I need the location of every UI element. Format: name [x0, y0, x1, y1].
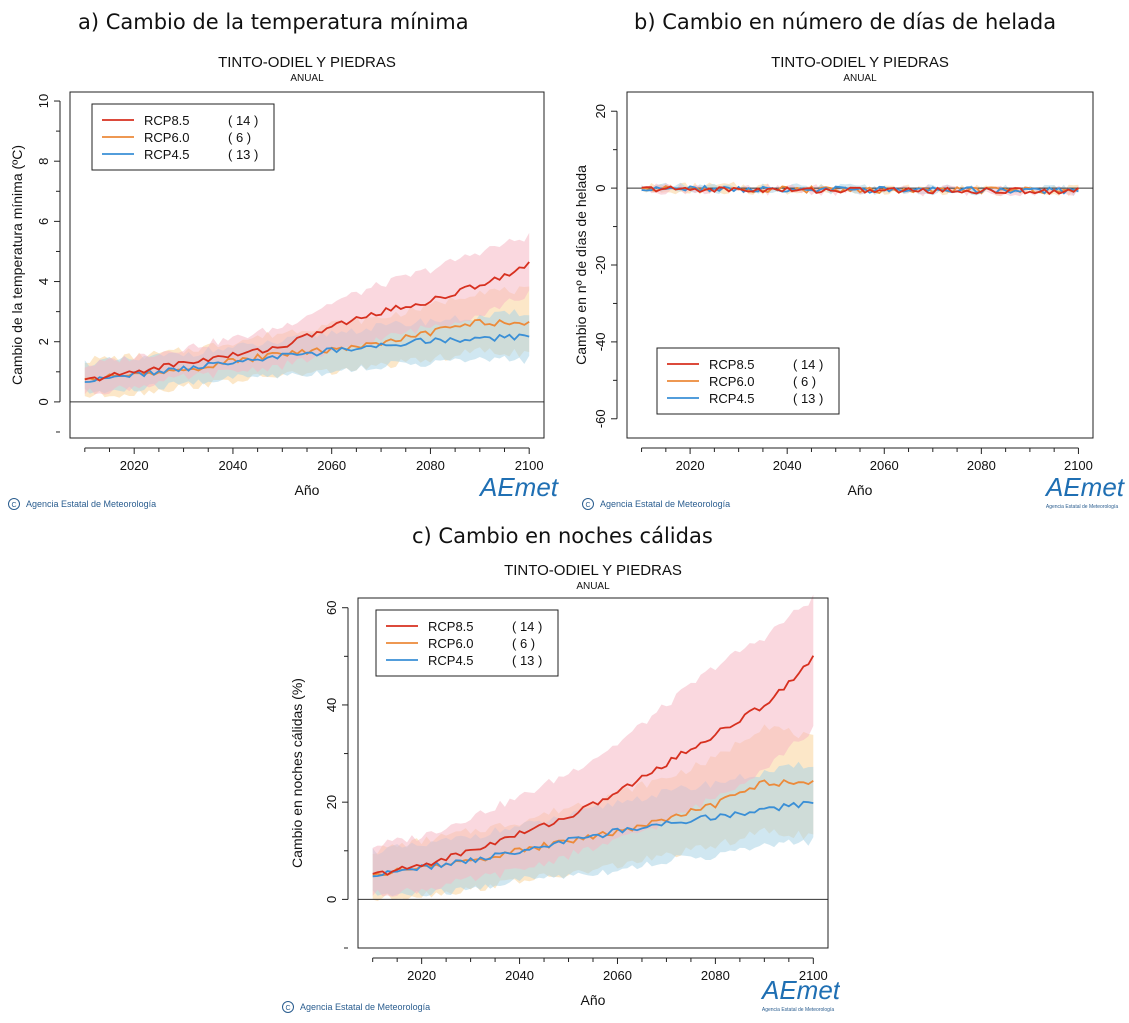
y-tick-label: 0 — [36, 398, 51, 405]
band-rcp85 — [84, 232, 530, 395]
panel-a-heading: a) Cambio de la temperatura mínima — [78, 10, 469, 34]
y-tick-label: 0 — [593, 184, 608, 191]
copyright-text: Agencia Estatal de Meteorología — [600, 499, 730, 509]
chart-subtitle: ANUAL — [576, 581, 610, 592]
copyright-text: Agencia Estatal de Meteorología — [26, 499, 156, 509]
x-axis-label: Año — [581, 992, 606, 1008]
y-tick-label: -60 — [593, 409, 608, 428]
x-tick-label: 2100 — [515, 458, 544, 473]
x-tick-label: 2020 — [120, 458, 149, 473]
chart-subtitle: ANUAL — [843, 73, 877, 84]
copyright-symbol: C — [585, 502, 590, 509]
legend-label: RCP6.0 — [428, 636, 474, 651]
copyright-icon — [282, 1001, 294, 1013]
y-tick-label: 8 — [36, 158, 51, 165]
y-tick-label: -40 — [593, 332, 608, 351]
legend-label: RCP6.0 — [144, 130, 190, 145]
legend-label: RCP8.5 — [428, 619, 474, 634]
legend-count: ( 13 ) — [228, 147, 258, 162]
x-tick-label: 2080 — [701, 968, 730, 983]
aemet-logo-subtext: Agencia Estatal de Meteorología — [762, 1007, 834, 1013]
x-tick-label: 2100 — [799, 968, 828, 983]
band-rcp85 — [372, 594, 814, 897]
legend-label: RCP8.5 — [709, 357, 755, 372]
legend-count: ( 14 ) — [228, 113, 258, 128]
y-axis-label: Cambio en nº de días de helada — [573, 165, 589, 365]
panel-b-heading: b) Cambio en número de días de helada — [634, 10, 1057, 34]
legend-count: ( 14 ) — [512, 619, 542, 634]
copyright-icon — [582, 498, 594, 510]
series-line-rcp60 — [84, 318, 530, 381]
legend: RCP8.5 ( 14 ) RCP6.0 ( 6 ) RCP4.5 ( 13 ) — [91, 103, 275, 171]
x-tick-label: 2020 — [407, 968, 436, 983]
legend-count: ( 6 ) — [512, 636, 535, 651]
panel-c-heading: c) Cambio en noches cálidas — [412, 524, 713, 548]
copyright-icon — [8, 498, 20, 510]
aemet-logo: AEmet — [760, 975, 840, 1005]
y-tick-label: 20 — [324, 795, 339, 809]
y-tick-label: 0 — [324, 896, 339, 903]
aemet-logo: AEmet — [1044, 472, 1126, 502]
series-line-rcp45 — [84, 333, 530, 383]
chart-title: TINTO-ODIEL Y PIEDRAS — [504, 562, 682, 579]
legend-label: RCP8.5 — [144, 113, 190, 128]
plot-frame — [357, 597, 829, 949]
chart-subtitle: ANUAL — [290, 73, 324, 84]
legend-label: RCP4.5 — [428, 653, 474, 668]
legend: RCP8.5 ( 14 ) RCP6.0 ( 6 ) RCP4.5 ( 13 ) — [656, 347, 840, 415]
legend-count: ( 13 ) — [512, 653, 542, 668]
legend-count: ( 6 ) — [793, 374, 816, 389]
legend-count: ( 14 ) — [793, 357, 823, 372]
x-tick-label: 2100 — [1064, 458, 1093, 473]
x-tick-label: 2040 — [505, 968, 534, 983]
x-tick-label: 2040 — [773, 458, 802, 473]
x-tick-label: 2060 — [870, 458, 899, 473]
x-tick-label: 2080 — [967, 458, 996, 473]
y-tick-label: 6 — [36, 218, 51, 225]
legend-count: ( 13 ) — [793, 391, 823, 406]
x-tick-label: 2020 — [676, 458, 705, 473]
y-tick-label: 2 — [36, 338, 51, 345]
band-rcp60 — [641, 181, 1079, 197]
chart-title: TINTO-ODIEL Y PIEDRAS — [771, 54, 949, 71]
legend-box — [91, 103, 275, 171]
y-tick-label: 40 — [324, 698, 339, 712]
y-axis-label: Cambio de la temperatura mínima (ºC) — [9, 145, 25, 385]
y-axis-label: Cambio en noches cálidas (%) — [289, 678, 305, 868]
x-tick-label: 2040 — [218, 458, 247, 473]
x-tick-label: 2080 — [416, 458, 445, 473]
x-axis-label: Año — [295, 482, 320, 498]
legend-label: RCP4.5 — [709, 391, 755, 406]
copyright-symbol: C — [285, 1005, 290, 1012]
x-tick-label: 2060 — [603, 968, 632, 983]
copyright-symbol: C — [11, 502, 16, 509]
legend-count: ( 6 ) — [228, 130, 251, 145]
chart-title: TINTO-ODIEL Y PIEDRAS — [218, 54, 396, 71]
series-line-rcp85 — [372, 655, 815, 876]
x-tick-label: 2060 — [317, 458, 346, 473]
series-line-rcp85 — [641, 185, 1079, 195]
chart-b: TINTO-ODIEL Y PIEDRAS ANUAL 2020 2040 2060 20… — [573, 54, 1126, 510]
y-tick-label: 4 — [36, 278, 51, 285]
legend-label: RCP4.5 — [144, 147, 190, 162]
y-tick-label: 60 — [324, 600, 339, 614]
copyright-text: Agencia Estatal de Meteorología — [300, 1002, 430, 1012]
y-tick-label: 20 — [593, 104, 608, 118]
x-axis-label: Año — [848, 482, 873, 498]
plot-frame — [626, 91, 1094, 439]
aemet-logo: AEmet — [478, 472, 560, 502]
aemet-logo-subtext: Agencia Estatal de Meteorología — [1046, 504, 1118, 510]
y-tick-label: -20 — [593, 256, 608, 275]
y-tick-label: 10 — [36, 94, 51, 108]
series-line-rcp45 — [372, 800, 814, 878]
legend-label: RCP6.0 — [709, 374, 755, 389]
plot-frame — [69, 91, 545, 439]
legend: RCP8.5 ( 14 ) RCP6.0 ( 6 ) RCP4.5 ( 13 ) — [375, 609, 559, 677]
series-line-rcp85 — [84, 261, 530, 382]
